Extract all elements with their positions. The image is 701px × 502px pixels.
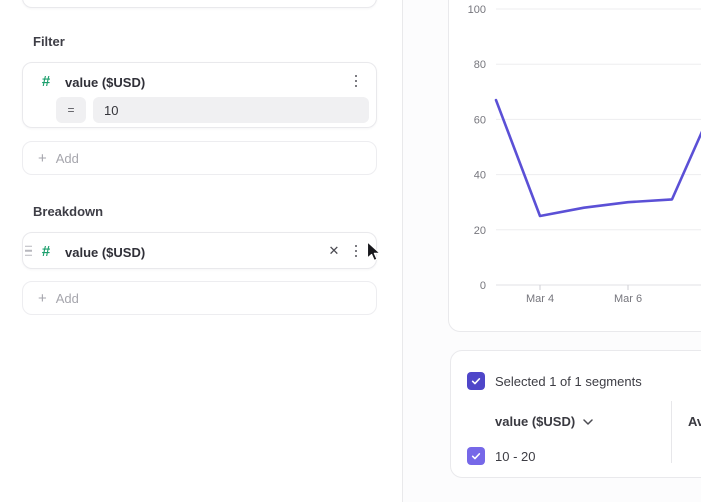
kebab-menu-icon[interactable] [349,73,363,89]
line-chart-panel: 100 80 60 40 20 0 Mar 4 Mar 6 [448,0,701,332]
segments-panel: Selected 1 of 1 segments value ($USD) Av… [450,350,701,478]
add-filter-button[interactable]: + Add [22,141,377,175]
breakdown-heading: Breakdown [33,204,104,219]
drag-handle-icon[interactable] [25,245,32,256]
breakdown-item-card[interactable]: # value ($USD) ✕ [22,232,377,269]
svg-text:Mar 6: Mar 6 [614,293,642,305]
select-all-checkbox[interactable] [467,372,485,390]
line-chart[interactable]: 100 80 60 40 20 0 Mar 4 Mar 6 [449,0,701,333]
filter-operator-dropdown[interactable]: = [56,97,86,123]
svg-text:20: 20 [474,225,486,237]
add-breakdown-label: Add [55,290,79,306]
kebab-menu-icon[interactable] [349,243,363,259]
chevron-down-icon [583,418,593,425]
plus-icon: + [38,149,47,167]
previous-section-card [22,0,377,8]
check-icon [471,453,481,460]
segment-column-label: value ($USD) [495,414,576,429]
filter-item-card[interactable]: # value ($USD) = [22,62,377,128]
number-property-icon: # [41,242,51,260]
svg-text:80: 80 [474,59,486,71]
chart-gridlines [496,8,701,286]
segment-row-label: 10 - 20 [495,449,536,464]
filter-property-label: value ($USD) [65,75,146,90]
breakdown-property-label: value ($USD) [65,245,146,260]
svg-text:60: 60 [474,114,486,126]
plus-icon: + [38,289,47,307]
selected-segments-summary: Selected 1 of 1 segments [495,374,642,389]
add-filter-label: Add [55,150,79,166]
x-axis-labels: Mar 4 Mar 6 [526,285,642,305]
remove-breakdown-icon[interactable]: ✕ [328,243,340,258]
metric-column-header: Av [688,414,701,429]
segment-row-checkbox[interactable] [467,447,485,465]
svg-text:Mar 4: Mar 4 [526,293,554,305]
y-axis-labels: 100 80 60 40 20 0 [468,4,486,292]
column-divider [671,401,672,463]
svg-text:0: 0 [480,280,486,292]
segment-column-header[interactable]: value ($USD) [495,414,593,429]
check-icon [471,378,481,385]
svg-text:100: 100 [468,4,486,16]
query-builder-panel: Filter # value ($USD) = + Add Breakdown … [22,0,403,502]
svg-text:40: 40 [474,170,486,182]
filter-value-input[interactable] [93,97,369,123]
results-area: 100 80 60 40 20 0 Mar 4 Mar 6 [403,0,701,502]
chart-series-line[interactable] [494,98,701,218]
filter-heading: Filter [33,34,65,49]
number-property-icon: # [41,72,51,90]
add-breakdown-button[interactable]: + Add [22,281,377,315]
